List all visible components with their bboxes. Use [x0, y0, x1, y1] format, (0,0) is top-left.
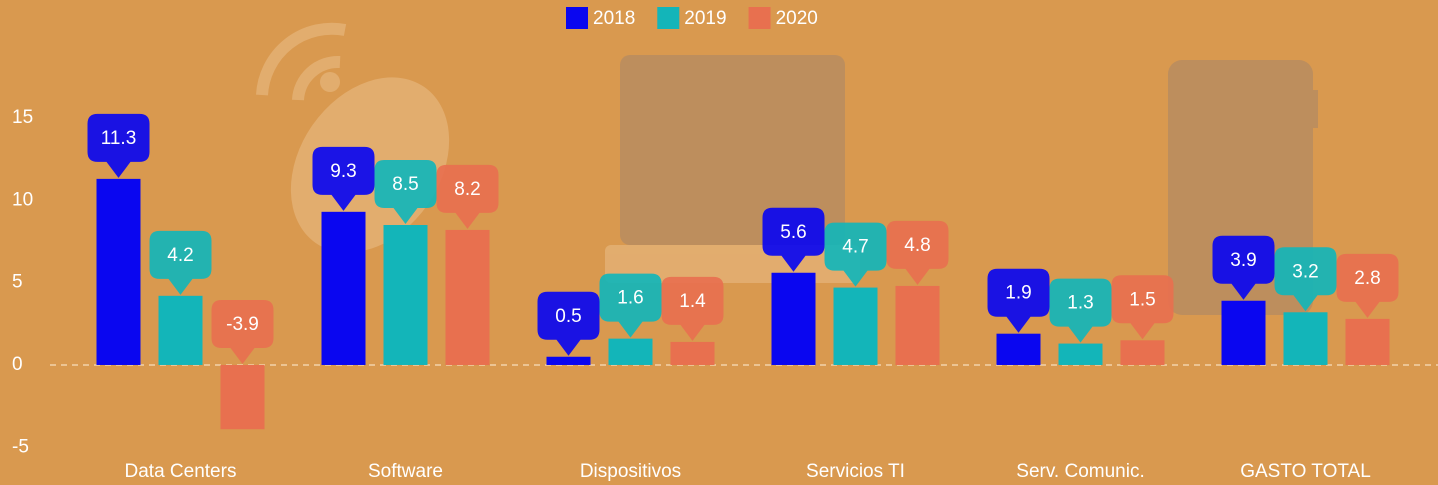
label-bubble [87, 113, 150, 178]
bar [608, 338, 653, 365]
bar [1345, 318, 1390, 365]
data-label-text: 1.4 [679, 291, 706, 312]
data-label-text: 4.8 [904, 235, 930, 256]
label-bubble [824, 222, 887, 287]
y-tick-label: 5 [12, 272, 23, 293]
data-label-text: -3.9 [226, 314, 259, 335]
bar [771, 272, 816, 365]
data-label: 4.8 [886, 220, 949, 285]
label-bubble [762, 207, 825, 272]
data-label-text: 1.6 [617, 288, 643, 309]
x-tick-label: Software [368, 461, 443, 482]
bar [321, 211, 366, 365]
data-label: 9.3 [312, 146, 375, 211]
data-label-text: 4.7 [842, 237, 868, 258]
bar [1120, 340, 1165, 365]
label-bubble [1111, 275, 1174, 340]
data-label-text: 8.5 [392, 174, 418, 195]
data-label-text: 1.3 [1067, 293, 1093, 314]
label-bubble [374, 159, 437, 224]
legend-label: 2019 [684, 8, 726, 29]
label-bubble [599, 273, 662, 338]
label-bubble [987, 268, 1050, 333]
bar [1221, 300, 1266, 365]
bar [1058, 343, 1103, 365]
y-tick-label: 10 [12, 189, 33, 210]
data-label: 3.2 [1274, 247, 1337, 312]
data-label-text: 8.2 [454, 179, 480, 200]
legend-label: 2020 [776, 8, 818, 29]
bar [220, 364, 265, 430]
label-bubble [1212, 235, 1275, 300]
data-label: 0.5 [537, 291, 600, 356]
data-label-text: 11.3 [101, 128, 137, 149]
label-bubble [211, 299, 274, 364]
label-bubble [436, 164, 499, 229]
x-tick-label: Serv. Comunic. [1016, 461, 1144, 482]
legend: 2018 2019 2020 [566, 7, 818, 29]
legend-label: 2018 [593, 8, 635, 29]
data-label: 1.4 [661, 276, 724, 341]
label-bubble [1049, 278, 1112, 343]
data-label: 1.6 [599, 273, 662, 338]
label-bubble [886, 220, 949, 285]
label-bubble [149, 230, 212, 295]
data-label: 4.2 [149, 230, 212, 295]
bar [546, 356, 591, 365]
data-label: 3.9 [1212, 235, 1275, 300]
legend-swatch [566, 7, 588, 29]
data-label: 11.3 [87, 113, 150, 178]
data-label-text: 9.3 [330, 161, 356, 182]
data-label: 1.3 [1049, 278, 1112, 343]
legend-swatch [657, 7, 680, 29]
x-tick-label: Data Centers [125, 461, 237, 482]
bar [1283, 312, 1328, 365]
y-tick-label: -5 [12, 436, 29, 457]
data-label-text: 2.8 [1354, 268, 1380, 289]
x-tick-label: GASTO TOTAL [1240, 461, 1371, 482]
x-tick-label: Servicios TI [806, 461, 905, 482]
data-label-text: 5.6 [780, 222, 806, 243]
data-label-text: 3.2 [1292, 261, 1318, 282]
legend-swatch [748, 7, 771, 29]
bar [833, 287, 878, 365]
bar [445, 229, 490, 365]
bar [670, 341, 715, 365]
data-label-text: 0.5 [555, 306, 581, 327]
data-label: 5.6 [762, 207, 825, 272]
data-label: 1.5 [1111, 275, 1174, 340]
bar [383, 224, 428, 365]
data-label: 2.8 [1336, 253, 1399, 318]
x-tick-label: Dispositivos [580, 461, 681, 482]
data-label: 1.9 [987, 268, 1050, 333]
data-label-text: 3.9 [1230, 250, 1256, 271]
label-bubble [1336, 253, 1399, 318]
label-bubble [661, 276, 724, 341]
data-label: 8.5 [374, 159, 437, 224]
data-label-text: 4.2 [167, 245, 193, 266]
y-tick-label: 0 [12, 354, 23, 375]
bar [158, 295, 203, 365]
label-bubble [312, 146, 375, 211]
data-label: 8.2 [436, 164, 499, 229]
label-bubble [1274, 247, 1337, 312]
y-tick-label: 15 [12, 107, 33, 128]
bar [96, 178, 141, 365]
label-bubble [537, 291, 600, 356]
bar [996, 333, 1041, 365]
data-label: 4.7 [824, 222, 887, 287]
data-label-text: 1.9 [1005, 283, 1031, 304]
data-label-text: 1.5 [1129, 289, 1155, 310]
bar [895, 285, 940, 365]
data-label: -3.9 [211, 299, 274, 364]
